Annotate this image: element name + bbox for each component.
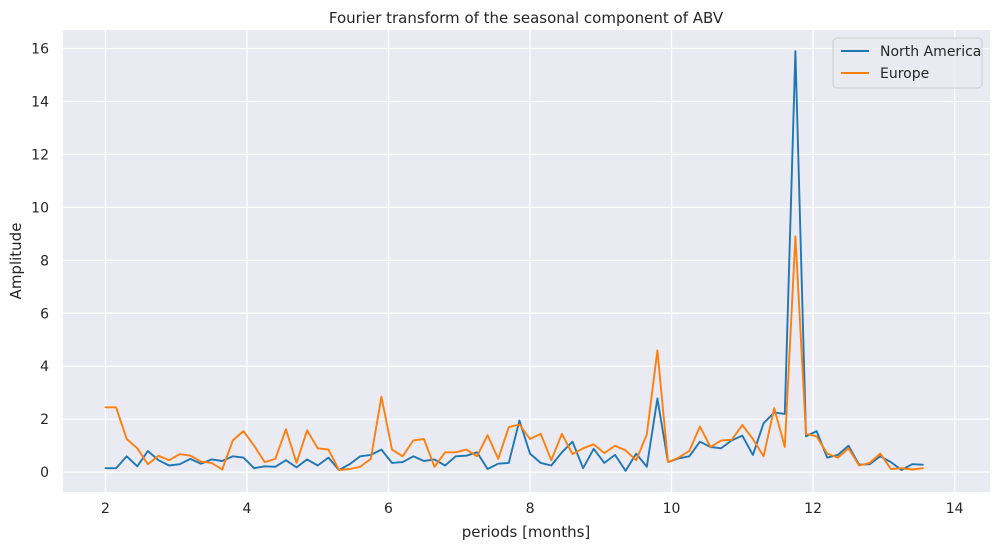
y-tick-label: 8 <box>40 253 49 269</box>
x-tick-label: 2 <box>101 501 110 517</box>
y-tick-label: 10 <box>31 200 49 216</box>
legend-label: Europe <box>880 66 929 82</box>
y-tick-label: 2 <box>40 412 49 428</box>
grid <box>63 30 990 492</box>
x-tick-label: 12 <box>804 501 822 517</box>
x-tick-label: 4 <box>243 501 252 517</box>
y-tick-label: 6 <box>40 306 49 322</box>
tick-labels: 2 4 6 8 10 12 14 0 2 4 6 8 10 12 14 16 <box>31 42 963 517</box>
y-tick-label: 12 <box>31 147 49 163</box>
series-line-europe <box>104 235 924 471</box>
x-axis-title: periods [months] <box>462 523 591 541</box>
y-tick-label: 4 <box>40 359 49 375</box>
x-tick-label: 6 <box>384 501 393 517</box>
series-layer <box>104 50 924 472</box>
y-tick-label: 0 <box>40 465 49 481</box>
legend-label: North America <box>880 44 981 60</box>
y-tick-label: 14 <box>31 94 49 110</box>
x-tick-label: 14 <box>946 501 964 517</box>
x-tick-label: 10 <box>663 501 681 517</box>
y-axis-title: Amplitude <box>7 223 25 300</box>
plot-background <box>63 30 990 492</box>
x-tick-label: 8 <box>526 501 535 517</box>
series-line-north-america <box>104 50 924 472</box>
y-tick-label: 16 <box>31 42 49 58</box>
legend-box <box>832 37 983 89</box>
chart-title: Fourier transform of the seasonal compon… <box>329 9 724 27</box>
legend: North America Europe <box>832 37 983 89</box>
